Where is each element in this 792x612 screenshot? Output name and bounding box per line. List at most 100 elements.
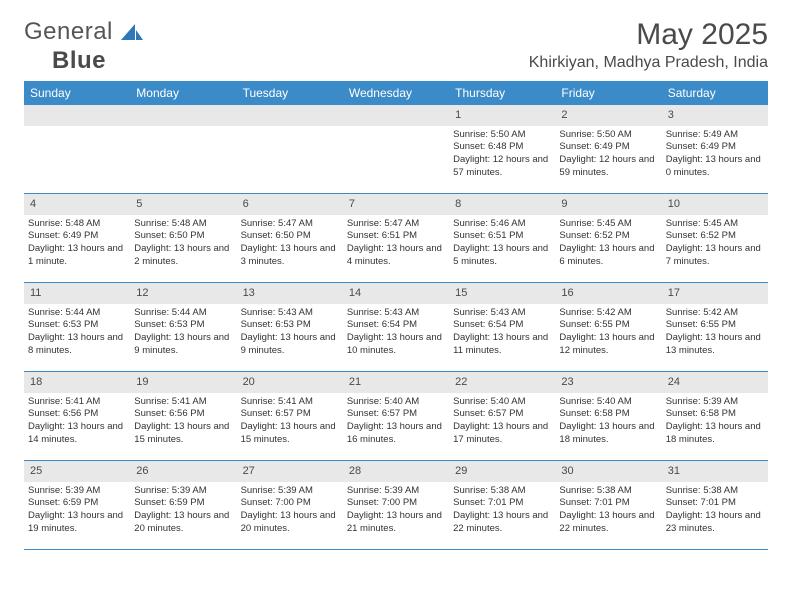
week-row: 4 Sunrise: 5:48 AM Sunset: 6:49 PM Daylig… <box>24 194 768 283</box>
month-title: May 2025 <box>529 18 768 52</box>
day-info: Sunrise: 5:42 AM Sunset: 6:55 PM Dayligh… <box>666 307 764 358</box>
day-info: Sunrise: 5:47 AM Sunset: 6:50 PM Dayligh… <box>241 218 339 269</box>
day-number: 1 <box>449 105 555 126</box>
day-cell: 31 Sunrise: 5:38 AM Sunset: 7:01 PM Dayli… <box>662 461 768 549</box>
day-info: Sunrise: 5:39 AM Sunset: 6:59 PM Dayligh… <box>134 485 232 536</box>
day-cell: 28 Sunrise: 5:39 AM Sunset: 7:00 PM Dayli… <box>343 461 449 549</box>
title-block: May 2025 Khirkiyan, Madhya Pradesh, Indi… <box>529 18 768 72</box>
day-number: 9 <box>555 194 661 215</box>
day-info: Sunrise: 5:38 AM Sunset: 7:01 PM Dayligh… <box>559 485 657 536</box>
day-number: 5 <box>130 194 236 215</box>
day-cell: 5 Sunrise: 5:48 AM Sunset: 6:50 PM Daylig… <box>130 194 236 282</box>
day-info: Sunrise: 5:48 AM Sunset: 6:49 PM Dayligh… <box>28 218 126 269</box>
day-cell: 3Sunrise: 5:49 AM Sunset: 6:49 PM Daylig… <box>662 105 768 193</box>
day-info: Sunrise: 5:43 AM Sunset: 6:54 PM Dayligh… <box>347 307 445 358</box>
day-info: Sunrise: 5:41 AM Sunset: 6:56 PM Dayligh… <box>28 396 126 447</box>
day-cell <box>237 105 343 193</box>
day-number: 18 <box>24 372 130 393</box>
day-number: 3 <box>662 105 768 126</box>
weekday-header: Monday <box>130 81 236 105</box>
day-cell <box>343 105 449 193</box>
day-cell: 30 Sunrise: 5:38 AM Sunset: 7:01 PM Dayli… <box>555 461 661 549</box>
day-cell: 2Sunrise: 5:50 AM Sunset: 6:49 PM Daylig… <box>555 105 661 193</box>
day-info: Sunrise: 5:44 AM Sunset: 6:53 PM Dayligh… <box>28 307 126 358</box>
day-info: Sunrise: 5:39 AM Sunset: 7:00 PM Dayligh… <box>347 485 445 536</box>
day-number: 25 <box>24 461 130 482</box>
day-number: 23 <box>555 372 661 393</box>
day-number: 29 <box>449 461 555 482</box>
day-number: 21 <box>343 372 449 393</box>
day-number: 8 <box>449 194 555 215</box>
day-number: 19 <box>130 372 236 393</box>
logo-sail-icon <box>121 19 143 47</box>
day-number: 17 <box>662 283 768 304</box>
day-info: Sunrise: 5:43 AM Sunset: 6:54 PM Dayligh… <box>453 307 551 358</box>
day-cell: 22Sunrise: 5:40 AM Sunset: 6:57 PM Dayli… <box>449 372 555 460</box>
day-number: 22 <box>449 372 555 393</box>
day-info: Sunrise: 5:38 AM Sunset: 7:01 PM Dayligh… <box>453 485 551 536</box>
day-number-empty <box>237 105 343 126</box>
day-number-empty <box>24 105 130 126</box>
day-number-empty <box>130 105 236 126</box>
day-number: 7 <box>343 194 449 215</box>
day-number-empty <box>343 105 449 126</box>
day-info: Sunrise: 5:45 AM Sunset: 6:52 PM Dayligh… <box>666 218 764 269</box>
weekday-header: Tuesday <box>237 81 343 105</box>
day-cell: 14 Sunrise: 5:43 AM Sunset: 6:54 PM Dayli… <box>343 283 449 371</box>
calendar: SundayMondayTuesdayWednesdayThursdayFrid… <box>0 81 792 550</box>
page-header: General Blue May 2025 Khirkiyan, Madhya … <box>0 0 792 81</box>
day-cell: 25 Sunrise: 5:39 AM Sunset: 6:59 PM Dayli… <box>24 461 130 549</box>
day-cell: 12Sunrise: 5:44 AM Sunset: 6:53 PM Dayli… <box>130 283 236 371</box>
day-info: Sunrise: 5:39 AM Sunset: 6:58 PM Dayligh… <box>666 396 764 447</box>
day-cell <box>130 105 236 193</box>
day-cell <box>24 105 130 193</box>
weekday-header: Saturday <box>662 81 768 105</box>
day-cell: 19 Sunrise: 5:41 AM Sunset: 6:56 PM Dayli… <box>130 372 236 460</box>
day-cell: 23 Sunrise: 5:40 AM Sunset: 6:58 PM Dayli… <box>555 372 661 460</box>
logo-word2: Blue <box>52 47 106 74</box>
day-cell: 21 Sunrise: 5:40 AM Sunset: 6:57 PM Dayli… <box>343 372 449 460</box>
day-info: Sunrise: 5:40 AM Sunset: 6:57 PM Dayligh… <box>347 396 445 447</box>
week-row: 11 Sunrise: 5:44 AM Sunset: 6:53 PM Dayli… <box>24 283 768 372</box>
day-cell: 6 Sunrise: 5:47 AM Sunset: 6:50 PM Daylig… <box>237 194 343 282</box>
day-number: 31 <box>662 461 768 482</box>
day-number: 4 <box>24 194 130 215</box>
day-info: Sunrise: 5:39 AM Sunset: 7:00 PM Dayligh… <box>241 485 339 536</box>
weekday-header-row: SundayMondayTuesdayWednesdayThursdayFrid… <box>24 81 768 105</box>
day-info: Sunrise: 5:50 AM Sunset: 6:48 PM Dayligh… <box>453 129 551 180</box>
day-number: 30 <box>555 461 661 482</box>
day-info: Sunrise: 5:39 AM Sunset: 6:59 PM Dayligh… <box>28 485 126 536</box>
day-info: Sunrise: 5:42 AM Sunset: 6:55 PM Dayligh… <box>559 307 657 358</box>
day-number: 28 <box>343 461 449 482</box>
week-row: 25Sunrise: 5:39 AM Sunset: 6:59 PM Dayli… <box>24 461 768 550</box>
day-cell: 16Sunrise: 5:42 AM Sunset: 6:55 PM Dayli… <box>555 283 661 371</box>
day-cell: 10 Sunrise: 5:45 AM Sunset: 6:52 PM Dayli… <box>662 194 768 282</box>
day-cell: 9 Sunrise: 5:45 AM Sunset: 6:52 PM Daylig… <box>555 194 661 282</box>
day-cell: 13Sunrise: 5:43 AM Sunset: 6:53 PM Dayli… <box>237 283 343 371</box>
day-info: Sunrise: 5:41 AM Sunset: 6:56 PM Dayligh… <box>134 396 232 447</box>
day-info: Sunrise: 5:41 AM Sunset: 6:57 PM Dayligh… <box>241 396 339 447</box>
location: Khirkiyan, Madhya Pradesh, India <box>529 54 768 72</box>
day-info: Sunrise: 5:48 AM Sunset: 6:50 PM Dayligh… <box>134 218 232 269</box>
day-cell: 15Sunrise: 5:43 AM Sunset: 6:54 PM Dayli… <box>449 283 555 371</box>
day-cell: 1 Sunrise: 5:50 AM Sunset: 6:48 PM Daylig… <box>449 105 555 193</box>
week-row: 1 Sunrise: 5:50 AM Sunset: 6:48 PM Daylig… <box>24 105 768 194</box>
day-info: Sunrise: 5:50 AM Sunset: 6:49 PM Dayligh… <box>559 129 657 180</box>
day-cell: 29 Sunrise: 5:38 AM Sunset: 7:01 PM Dayli… <box>449 461 555 549</box>
logo-word1: General <box>24 18 113 45</box>
day-info: Sunrise: 5:45 AM Sunset: 6:52 PM Dayligh… <box>559 218 657 269</box>
day-cell: 20Sunrise: 5:41 AM Sunset: 6:57 PM Dayli… <box>237 372 343 460</box>
day-cell: 24Sunrise: 5:39 AM Sunset: 6:58 PM Dayli… <box>662 372 768 460</box>
day-number: 14 <box>343 283 449 304</box>
day-number: 11 <box>24 283 130 304</box>
day-number: 6 <box>237 194 343 215</box>
day-cell: 17 Sunrise: 5:42 AM Sunset: 6:55 PM Dayli… <box>662 283 768 371</box>
day-info: Sunrise: 5:38 AM Sunset: 7:01 PM Dayligh… <box>666 485 764 536</box>
day-number: 12 <box>130 283 236 304</box>
day-number: 10 <box>662 194 768 215</box>
week-row: 18Sunrise: 5:41 AM Sunset: 6:56 PM Dayli… <box>24 372 768 461</box>
day-info: Sunrise: 5:46 AM Sunset: 6:51 PM Dayligh… <box>453 218 551 269</box>
day-info: Sunrise: 5:40 AM Sunset: 6:58 PM Dayligh… <box>559 396 657 447</box>
day-number: 13 <box>237 283 343 304</box>
day-cell: 27Sunrise: 5:39 AM Sunset: 7:00 PM Dayli… <box>237 461 343 549</box>
